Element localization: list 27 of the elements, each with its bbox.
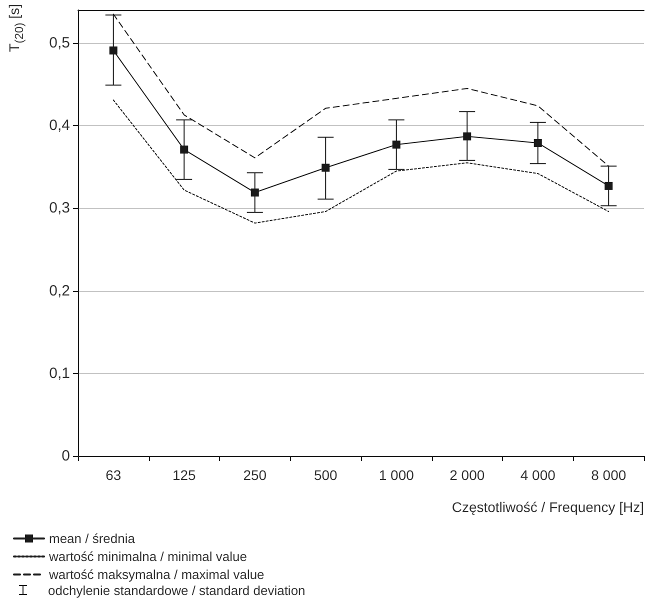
legend-label: wartość maksymalna / maximal value (48, 567, 264, 582)
legend-label: mean / średnia (49, 531, 136, 546)
x-tick-label: 8 000 (591, 467, 626, 483)
point (250, 188, 259, 197)
point (534, 138, 542, 147)
x-tick-label: 500 (314, 467, 338, 483)
x-tick-label: 63 (106, 467, 122, 483)
point (392, 140, 400, 149)
x-tick-label: 4 000 (520, 467, 556, 483)
y-tick-label: 0,3 (49, 200, 70, 217)
x-tick-label: 125 (172, 467, 196, 483)
x-tick-label: 2 000 (450, 467, 485, 483)
x-tick-label: 1 000 (378, 467, 414, 483)
point (109, 46, 118, 54)
point (180, 146, 188, 154)
y-tick-label: 0 (62, 448, 70, 464)
point (322, 164, 330, 172)
x-axis-title: Częstotliwość / Frequency [Hz] (452, 499, 644, 515)
x-tick-label: 250 (243, 467, 267, 483)
y-tick-label: 0,4 (49, 117, 70, 134)
text: odchylenie standardowe / standard deviation (48, 582, 306, 598)
legend-label: wartość minimalna / minimal value (48, 549, 247, 564)
y-tick-label: 0,5 (49, 34, 70, 52)
y-tick-label: 0,1 (49, 364, 70, 382)
y-tick-label: 0,2 (49, 282, 70, 300)
point (463, 132, 472, 140)
point (604, 182, 613, 190)
